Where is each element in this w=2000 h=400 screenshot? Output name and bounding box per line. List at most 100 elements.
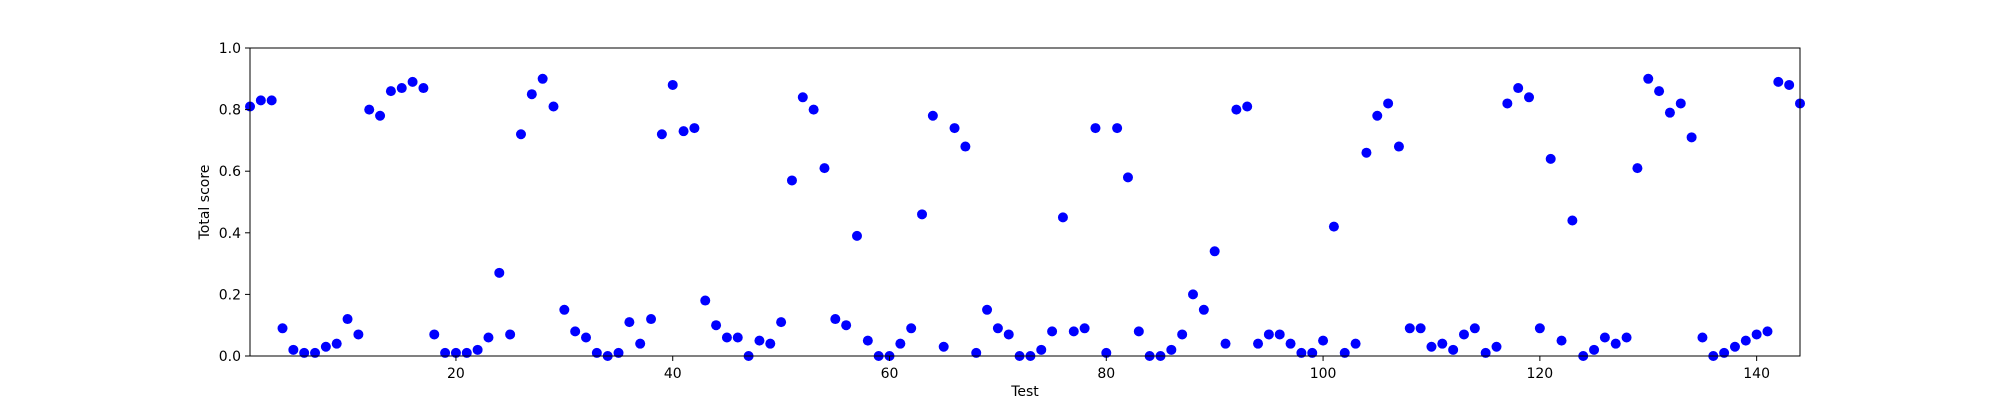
data-point <box>450 347 461 358</box>
data-point <box>1177 329 1188 340</box>
data-point <box>1589 344 1600 355</box>
data-point <box>1079 323 1090 334</box>
data-point <box>277 323 288 334</box>
data-point <box>570 326 581 337</box>
data-point <box>591 347 602 358</box>
y-tick-label: 0.0 <box>219 349 241 365</box>
data-point <box>375 110 386 121</box>
data-point <box>1643 73 1654 84</box>
data-point <box>1393 141 1404 152</box>
data-point <box>667 79 678 90</box>
data-point <box>1556 335 1567 346</box>
y-tick-label: 0.6 <box>219 164 241 180</box>
data-point <box>310 347 321 358</box>
data-point <box>1491 341 1502 352</box>
x-tick-label: 140 <box>1743 366 1770 382</box>
data-point <box>1274 329 1285 340</box>
data-point <box>1740 335 1751 346</box>
data-point <box>1448 344 1459 355</box>
data-point <box>483 332 494 343</box>
data-point <box>1599 332 1610 343</box>
y-tick-label: 0.4 <box>219 226 241 242</box>
data-point <box>1242 101 1253 112</box>
data-point <box>559 304 570 315</box>
x-tick-label: 100 <box>1310 366 1337 382</box>
data-point <box>429 329 440 340</box>
data-point <box>917 209 928 220</box>
data-point <box>461 347 472 358</box>
data-point <box>1719 347 1730 358</box>
data-point <box>1188 289 1199 300</box>
data-point <box>732 332 743 343</box>
data-point <box>1296 347 1307 358</box>
data-point <box>515 129 526 140</box>
data-point <box>1253 338 1264 349</box>
data-point <box>1469 323 1480 334</box>
data-point <box>1122 172 1133 183</box>
data-point <box>776 317 787 328</box>
data-point <box>808 104 819 115</box>
data-point <box>1686 132 1697 143</box>
data-point <box>1404 323 1415 334</box>
data-point <box>1198 304 1209 315</box>
data-point <box>548 101 559 112</box>
data-point <box>1285 338 1296 349</box>
data-point <box>1361 147 1372 158</box>
data-point <box>1372 110 1383 121</box>
data-point <box>927 110 938 121</box>
data-point <box>700 295 711 306</box>
data-point <box>1047 326 1058 337</box>
data-point <box>1057 212 1068 223</box>
y-tick-label: 0.2 <box>219 287 241 303</box>
data-point <box>765 338 776 349</box>
data-point <box>1458 329 1469 340</box>
data-point <box>1350 338 1361 349</box>
data-point <box>1328 221 1339 232</box>
data-point <box>613 347 624 358</box>
data-point <box>656 129 667 140</box>
data-point <box>342 314 353 325</box>
data-point <box>396 83 407 94</box>
data-point <box>1534 323 1545 334</box>
data-point <box>624 317 635 328</box>
data-point <box>1697 332 1708 343</box>
data-point <box>971 347 982 358</box>
data-point <box>1664 107 1675 118</box>
data-point <box>1339 347 1350 358</box>
data-point <box>581 332 592 343</box>
data-point <box>721 332 732 343</box>
data-point <box>526 89 537 100</box>
data-point <box>255 95 266 106</box>
plot-frame <box>249 47 1801 357</box>
data-point <box>1036 344 1047 355</box>
data-point <box>635 338 646 349</box>
data-point <box>1166 344 1177 355</box>
data-point <box>689 123 700 134</box>
data-point <box>1621 332 1632 343</box>
y-axis-ticks: 0.0 0.2 0.4 0.6 0.8 1.0 <box>219 41 250 365</box>
data-point <box>385 86 396 97</box>
data-point <box>299 347 310 358</box>
data-point <box>320 341 331 352</box>
data-point <box>851 230 862 241</box>
x-tick-label: 120 <box>1526 366 1553 382</box>
data-point <box>1263 329 1274 340</box>
data-point <box>1003 329 1014 340</box>
data-point <box>786 175 797 186</box>
data-point <box>1610 338 1621 349</box>
data-point <box>1101 347 1112 358</box>
data-point <box>494 267 505 278</box>
data-point <box>1545 153 1556 164</box>
data-point <box>797 92 808 103</box>
data-point <box>331 338 342 349</box>
data-point <box>754 335 765 346</box>
data-point <box>678 126 689 137</box>
y-axis-label: Total score <box>197 165 213 241</box>
data-point <box>1068 326 1079 337</box>
data-point <box>1209 246 1220 257</box>
y-tick-label: 1.0 <box>219 41 241 57</box>
data-point <box>266 95 277 106</box>
data-point <box>895 338 906 349</box>
